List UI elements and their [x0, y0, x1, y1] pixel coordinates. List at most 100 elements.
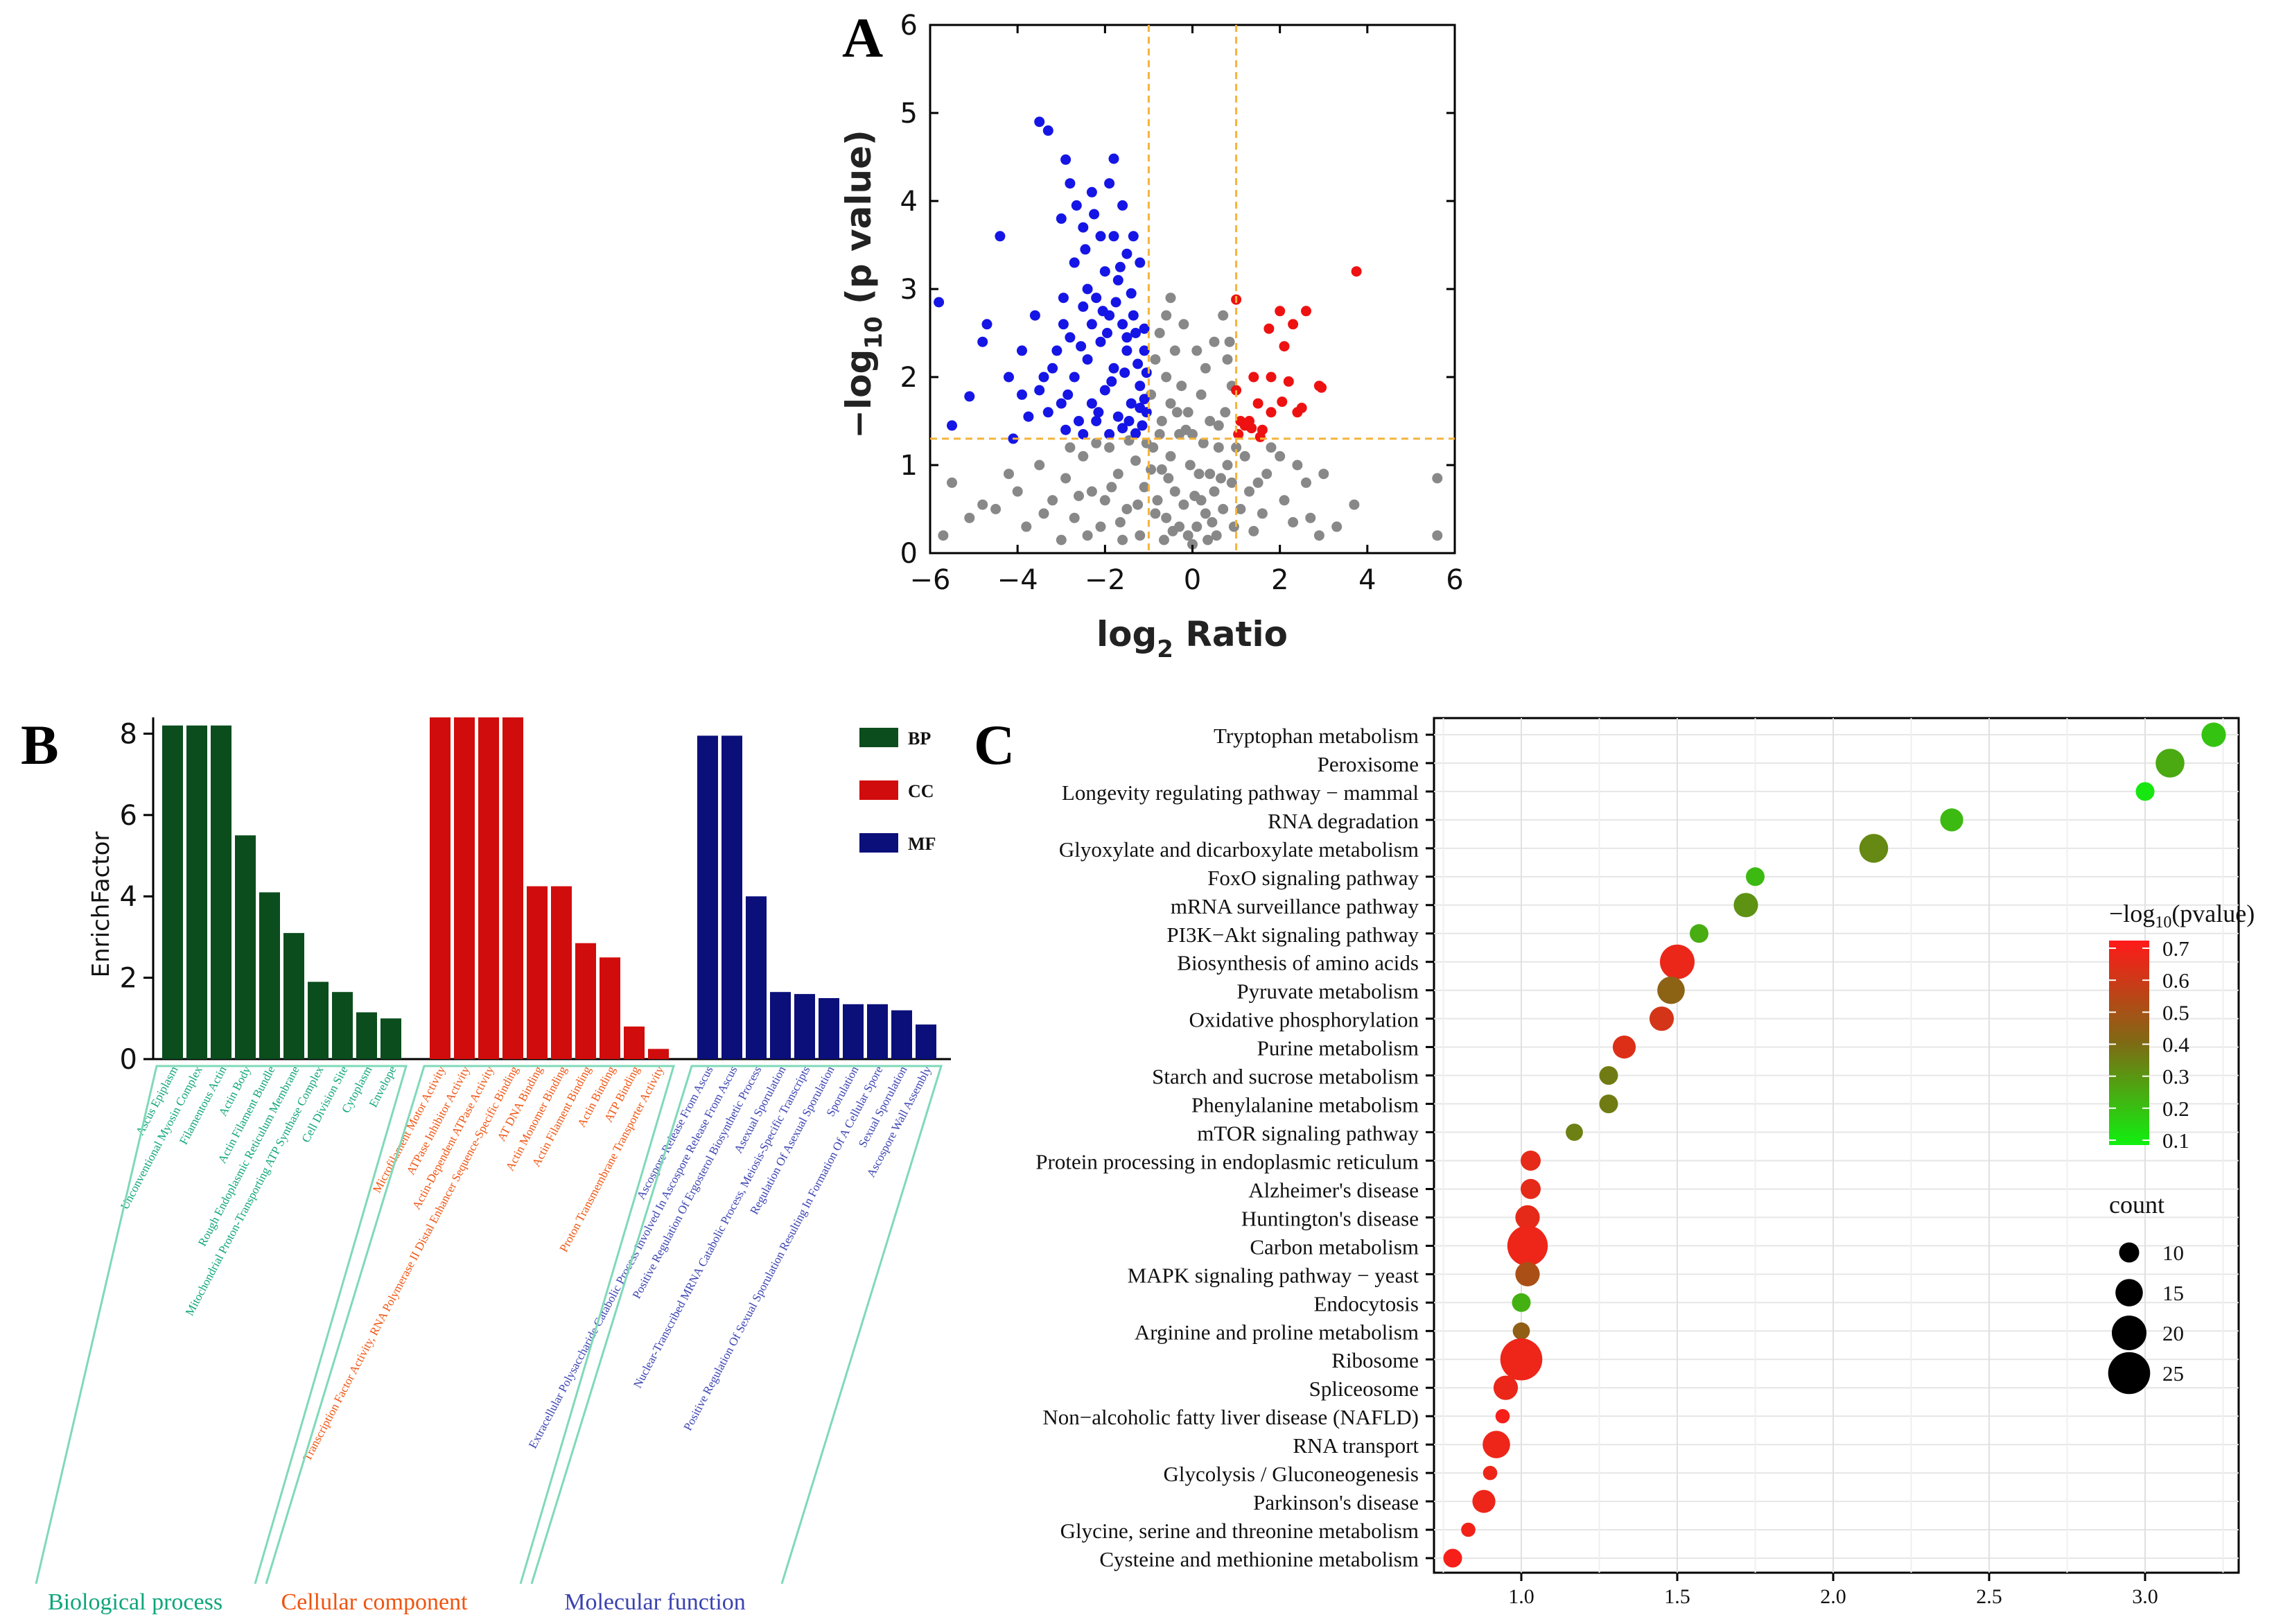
ns-point	[1069, 512, 1080, 523]
down-point	[1132, 358, 1144, 369]
pathway-bubble	[1515, 1261, 1540, 1286]
pathway-bubble	[1521, 1178, 1541, 1199]
down-point	[1074, 416, 1084, 426]
ns-point	[1021, 521, 1032, 532]
size-legend-circle	[2115, 1279, 2143, 1307]
pathway-label: Alzheimer's disease	[1248, 1178, 1419, 1202]
down-point	[1119, 367, 1130, 378]
ns-point	[1226, 477, 1237, 488]
down-point	[1034, 385, 1045, 396]
down-point	[1139, 323, 1150, 334]
pathway-bubble	[1660, 944, 1695, 979]
pathway-bubble	[1483, 1465, 1498, 1481]
y-tick-label: 6	[900, 10, 918, 42]
group-bracket	[35, 1065, 408, 1584]
pathway-bubble	[1507, 1225, 1548, 1266]
ns-point	[1106, 482, 1117, 493]
down-point	[1071, 200, 1082, 211]
ns-point	[1432, 530, 1443, 541]
x-tick-label: 4	[1358, 564, 1376, 596]
ns-point	[990, 504, 1002, 514]
ns-point	[1114, 517, 1126, 527]
ns-point	[1218, 504, 1229, 514]
ns-point	[1065, 442, 1076, 453]
pathway-label: Non−alcoholic fatty liver disease (NAFLD…	[1042, 1405, 1419, 1429]
group-name-label: Cellular component	[281, 1589, 468, 1615]
mf-bar	[721, 735, 742, 1059]
pathway-bubble	[1649, 1006, 1674, 1031]
up-point	[1254, 431, 1266, 442]
up-point	[1263, 323, 1275, 334]
down-point	[1112, 274, 1123, 286]
down-point	[1095, 336, 1106, 347]
ns-point	[1189, 491, 1200, 501]
legend-label: BP	[908, 728, 931, 749]
panel-label-b: B	[21, 713, 59, 776]
ns-point	[1004, 469, 1014, 480]
pathway-label: Glycolysis / Gluconeogenesis	[1163, 1462, 1419, 1486]
pathway-label: Ribosome	[1331, 1348, 1419, 1372]
ns-point	[1432, 473, 1443, 484]
pathway-label: Pyruvate metabolism	[1236, 979, 1419, 1004]
color-legend-title: −log10(pvalue)	[2109, 900, 2255, 932]
color-tick-label: 0.7	[2162, 936, 2189, 961]
ns-point	[1146, 464, 1157, 475]
down-point	[1062, 389, 1074, 400]
size-legend-label: 20	[2162, 1321, 2184, 1345]
pathway-bubble	[1940, 808, 1963, 832]
pathway-label: Carbon metabolism	[1250, 1234, 1419, 1259]
ns-point	[1159, 534, 1169, 545]
cc-bar	[478, 717, 499, 1059]
ns-point	[1117, 534, 1128, 545]
ns-point	[1205, 416, 1216, 426]
y-tick-label: 8	[120, 718, 137, 750]
ns-point	[1182, 407, 1193, 418]
ns-point	[1211, 530, 1222, 541]
cc-bar	[454, 717, 475, 1059]
pathway-label: Peroxisome	[1318, 752, 1419, 776]
ns-point	[1104, 442, 1115, 453]
ns-point	[1182, 530, 1193, 541]
pathway-label: RNA degradation	[1268, 809, 1419, 833]
bp-bar	[211, 725, 231, 1059]
down-point	[1004, 372, 1014, 383]
bar-group-brackets: Biological process Cellular component Mole…	[35, 1065, 943, 1615]
ns-point	[1318, 469, 1329, 480]
ns-point	[1191, 521, 1202, 532]
ns-point	[1207, 517, 1218, 527]
size-legend-circle	[2119, 1242, 2140, 1263]
legend-label: MF	[908, 834, 936, 854]
x-tick-label: −4	[997, 564, 1038, 596]
volcano-y-axis-label: −log10 (p value)	[839, 130, 888, 439]
down-point	[1086, 319, 1097, 330]
down-point	[1029, 310, 1040, 321]
ns-point	[1261, 469, 1272, 480]
bar-group	[162, 717, 936, 1059]
ns-point	[1305, 512, 1316, 523]
down-point	[1058, 319, 1069, 330]
pathway-label: Glycine, serine and threonine metabolism	[1060, 1519, 1419, 1543]
size-legend-label: 25	[2162, 1361, 2184, 1386]
pathway-bubble	[1512, 1293, 1531, 1312]
down-point	[1139, 394, 1150, 405]
y-tick-label: 0	[120, 1044, 137, 1076]
ns-point	[1209, 486, 1220, 497]
ns-point	[1313, 530, 1324, 541]
legend-label: CC	[908, 781, 934, 801]
down-point	[1017, 345, 1027, 356]
down-point	[1121, 248, 1132, 259]
ns-point	[1174, 429, 1185, 439]
y-tick-label: 1	[900, 450, 918, 482]
up-point	[1266, 372, 1277, 383]
x-tick-label: 2.0	[1820, 1585, 1846, 1608]
ns-point	[1187, 539, 1198, 550]
ns-point	[1132, 499, 1144, 510]
group-bracket	[530, 1065, 943, 1584]
down-point	[1051, 345, 1062, 356]
x-tick-label: 3.0	[2132, 1585, 2158, 1608]
pathway-label: mTOR signaling pathway	[1197, 1121, 1419, 1146]
cc-bar	[527, 886, 548, 1059]
y-tick-label: 3	[900, 274, 918, 306]
